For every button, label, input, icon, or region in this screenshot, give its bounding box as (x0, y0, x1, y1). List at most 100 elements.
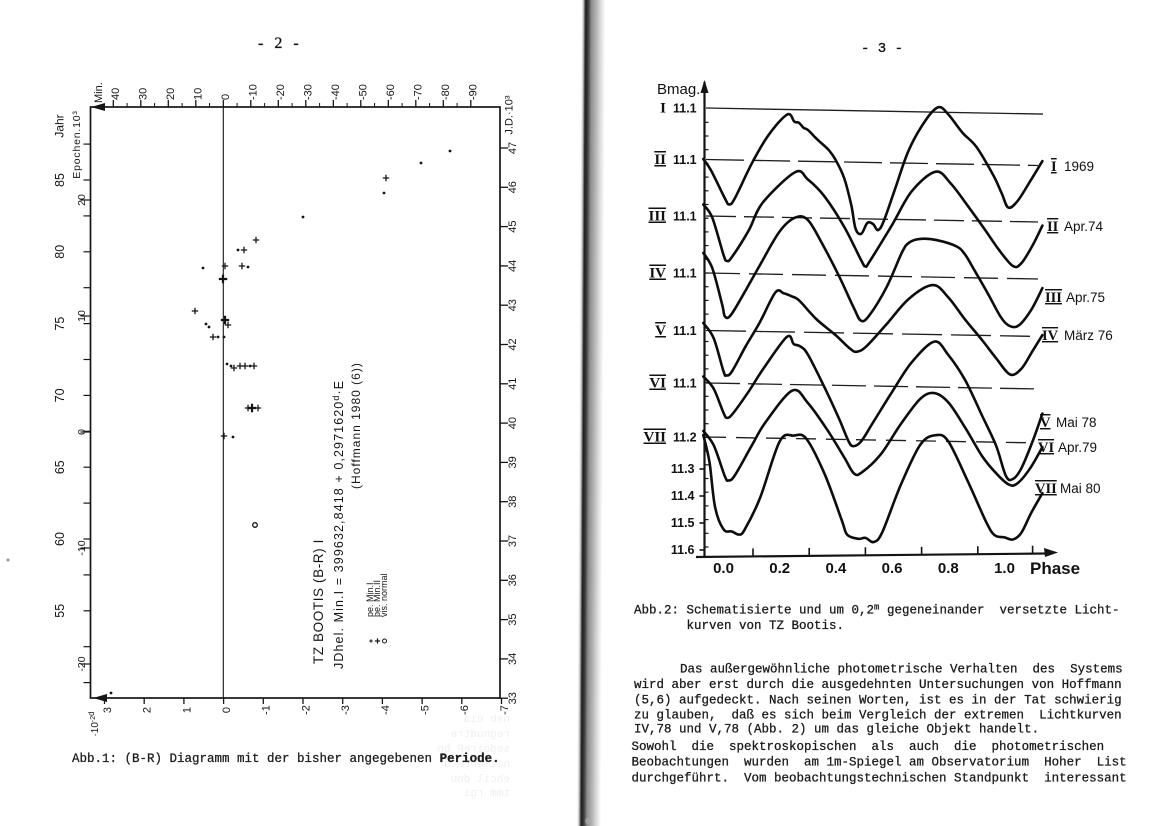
svg-text:46: 46 (507, 181, 519, 193)
svg-text:11.1: 11.1 (673, 267, 697, 281)
svg-text:3: 3 (102, 707, 114, 713)
svg-text:0: 0 (221, 707, 233, 713)
svg-text:-10: -10 (76, 540, 88, 555)
svg-text:Abb.2: Schematisierte und um 0: Abb.2: Schematisierte und um 0,2m gegene… (634, 603, 1120, 618)
svg-text:-50: -50 (358, 84, 370, 100)
svg-text:80: 80 (53, 245, 67, 259)
svg-text:10: 10 (76, 310, 88, 322)
svg-text:-1: -1 (261, 705, 273, 715)
svg-text:20: 20 (76, 194, 88, 206)
svg-text:11.4: 11.4 (671, 489, 695, 503)
svg-text:-60: -60 (385, 84, 397, 100)
svg-text:Jahr: Jahr (53, 114, 67, 137)
svg-text:0.2: 0.2 (769, 560, 790, 577)
svg-text:VII: VII (1035, 481, 1057, 497)
svg-text:1: 1 (181, 707, 193, 713)
svg-text:Min.: Min. (93, 82, 105, 103)
svg-text:35: 35 (507, 613, 519, 625)
svg-text:41: 41 (507, 378, 519, 390)
svg-text:·10-2d: ·10-2d (87, 711, 101, 736)
svg-text:III: III (1045, 290, 1062, 306)
svg-text:IV: IV (649, 266, 666, 282)
svg-text:11.1: 11.1 (673, 210, 697, 224)
svg-text:Mai 78: Mai 78 (1056, 415, 1097, 430)
svg-text:- 3 -: - 3 - (861, 41, 903, 57)
svg-text:Das außergewöhnliche photometr: Das außergewöhnliche photometrische Verh… (680, 662, 1123, 676)
svg-text:VI: VI (649, 376, 666, 392)
svg-text:V: V (1040, 415, 1051, 431)
svg-text:- 2 -: - 2 - (258, 35, 300, 52)
svg-text:-20: -20 (76, 656, 88, 671)
svg-text:1.0: 1.0 (994, 560, 1015, 577)
svg-text:60: 60 (53, 532, 67, 546)
svg-text:33: 33 (507, 692, 519, 704)
svg-text:pe. Min.II: pe. Min.II (372, 580, 382, 617)
svg-text:Apr.75: Apr.75 (1066, 290, 1105, 305)
svg-text:0.6: 0.6 (882, 560, 903, 577)
svg-text:-2: -2 (300, 705, 312, 715)
svg-text:11.1: 11.1 (673, 153, 697, 167)
svg-text:Apr.74: Apr.74 (1064, 219, 1104, 234)
svg-text:-4: -4 (380, 705, 392, 715)
svg-text:regnudtre: regnudtre (451, 729, 510, 741)
svg-text:-80: -80 (440, 84, 452, 100)
svg-text:VI: VI (1038, 440, 1054, 456)
svg-text:75: 75 (53, 317, 67, 331)
svg-text:IV: IV (1042, 328, 1059, 344)
svg-text:42: 42 (507, 338, 519, 350)
svg-text:40: 40 (507, 417, 519, 429)
svg-text:-10: -10 (248, 84, 260, 100)
svg-text:Epochen.10³: Epochen.10³ (71, 110, 83, 178)
svg-text:Sowohl die spektroskopischen: Sowohl die spektroskopischen als auch di… (632, 740, 1105, 754)
svg-text:März 76: März 76 (1064, 328, 1113, 343)
svg-text:II: II (1047, 219, 1059, 235)
svg-text:11.1: 11.1 (673, 324, 697, 338)
svg-text:nsb eid: nsb eid (464, 714, 510, 726)
svg-text:(5,6) aufgedeckt. Nach seinen: (5,6) aufgedeckt. Nach seinen Worten, is… (634, 693, 1122, 707)
svg-text:I: I (660, 101, 666, 117)
svg-text:0.8: 0.8 (938, 560, 959, 577)
svg-text:-7: -7 (499, 705, 511, 715)
svg-text:39: 39 (507, 456, 519, 468)
svg-text:JDhel. Min.I = 399632,8418 + 0: JDhel. Min.I = 399632,8418 + 0,2971620d·… (331, 380, 346, 669)
svg-text:wird aber erst durch die ausge: wird aber erst durch die ausgedehnten Un… (634, 678, 1122, 692)
svg-text:V: V (655, 323, 666, 339)
svg-text:36: 36 (507, 574, 519, 586)
svg-text:-5: -5 (420, 705, 432, 715)
svg-text:-90: -90 (468, 84, 480, 100)
svg-text:tmm rgi: tmm rgi (463, 788, 510, 800)
svg-text:zu glauben, daß es sich beim: zu glauben, daß es sich beim Vergleich d… (634, 709, 1122, 723)
svg-text:-20: -20 (275, 84, 287, 100)
svg-text:TZ BOOTIS (B-R) I: TZ BOOTIS (B-R) I (311, 539, 326, 664)
svg-text:43: 43 (507, 299, 519, 311)
svg-text:-70: -70 (413, 84, 425, 100)
svg-text:ehcil dnu: ehcil dnu (451, 774, 510, 786)
svg-text:20: 20 (165, 88, 177, 100)
svg-text:III: III (648, 209, 666, 225)
svg-text:II: II (654, 152, 666, 168)
svg-text:-6: -6 (459, 705, 471, 715)
svg-text:I: I (1051, 159, 1057, 175)
svg-text:30: 30 (138, 88, 150, 100)
svg-text:70: 70 (53, 388, 67, 402)
svg-text:34: 34 (507, 653, 519, 665)
svg-text:durchgeführt. Vom beobachtung: durchgeführt. Vom beobachtungstechnische… (632, 771, 1127, 785)
svg-text:65: 65 (53, 460, 67, 474)
svg-text:11.1: 11.1 (673, 102, 697, 116)
svg-text:kurven von TZ Bootis.: kurven von TZ Bootis. (687, 619, 845, 633)
svg-text:-30: -30 (303, 84, 315, 100)
svg-text:11.2: 11.2 (673, 431, 697, 445)
svg-text:VII: VII (643, 430, 666, 446)
svg-text:Beobachtungen wurden am 1m-S: Beobachtungen wurden am 1m-Spiegel am Ob… (632, 755, 1127, 769)
svg-text:Phase: Phase (1030, 559, 1080, 578)
svg-text:38: 38 (507, 496, 519, 508)
svg-text:40: 40 (110, 88, 122, 100)
svg-text:10: 10 (193, 88, 205, 100)
svg-text:pe. Min.I: pe. Min.I (365, 582, 375, 617)
svg-text:sedoireP bn: sedoireP bn (437, 744, 510, 756)
svg-text:Mai 80: Mai 80 (1060, 481, 1101, 496)
svg-text:85: 85 (53, 173, 67, 187)
svg-text:vis. normal: vis. normal (379, 573, 389, 617)
svg-text:11.1: 11.1 (673, 377, 697, 391)
svg-text:11.3: 11.3 (671, 462, 695, 476)
